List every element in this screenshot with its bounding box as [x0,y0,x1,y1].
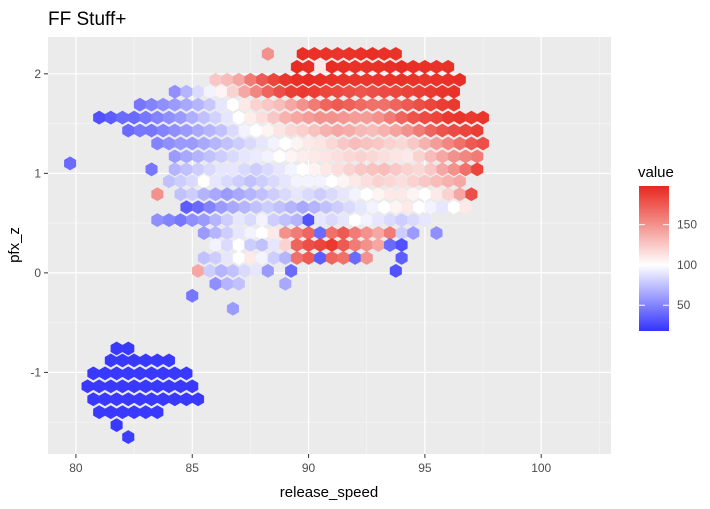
legend-ticks: 50 100 150 [639,218,697,312]
hex-cell [389,46,402,61]
hex-cell [110,418,123,433]
x-tick-label: 90 [302,461,316,475]
hex-cell [477,136,490,151]
hex-cell [407,226,420,241]
hex-cell [261,263,274,278]
hex-cell [151,187,164,202]
y-tick-label: 1 [34,166,41,180]
hex-cell [471,123,484,138]
x-tick-label: 95 [418,461,432,475]
hex-cell [64,156,77,171]
x-axis-ticks: 80 85 90 95 100 [69,454,552,475]
legend-tick-label: 150 [677,218,697,232]
legend-tick-label: 100 [677,258,697,272]
hex-cell [122,430,135,445]
hex-cell [186,379,199,394]
chart-title: FF Stuff+ [48,9,126,30]
hex-cell [151,405,164,420]
x-tick-label: 80 [69,461,83,475]
hex-cell [389,263,402,278]
hex-cell [261,46,274,61]
hex-cell [453,72,466,87]
y-axis-title: pfx_z [6,227,23,263]
hex-cell [418,213,431,228]
hex-cell [465,187,478,202]
legend-title: value [638,164,674,181]
color-legend: value 50 100 150 [638,164,697,331]
hex-cell [226,301,239,316]
legend-tick-label: 50 [677,298,691,312]
hex-cell [186,288,199,303]
y-tick-label: 0 [34,266,41,280]
hex-cell [471,162,484,177]
hex-cell [180,366,193,381]
hex-cell [122,341,135,356]
y-axis-ticks: -1 0 1 2 [30,67,48,379]
hex-cell [477,110,490,125]
hex-cell [145,162,158,177]
hex-cell [279,276,292,291]
hex-cell [192,392,205,407]
x-tick-label: 85 [186,461,200,475]
legend-colorbar [639,186,669,331]
hex-cell [447,97,460,112]
hex-cell [459,200,472,215]
y-tick-label: 2 [34,67,41,81]
hexbin-cells [64,46,490,445]
hex-cell [395,250,408,265]
hex-cell [360,250,373,265]
hex-cell [285,263,298,278]
y-tick-label: -1 [30,365,41,379]
x-tick-label: 100 [531,461,551,475]
x-axis-title: release_speed [280,484,378,501]
hex-cell [232,276,245,291]
hex-cell [430,226,443,241]
hex-cell [162,353,175,368]
